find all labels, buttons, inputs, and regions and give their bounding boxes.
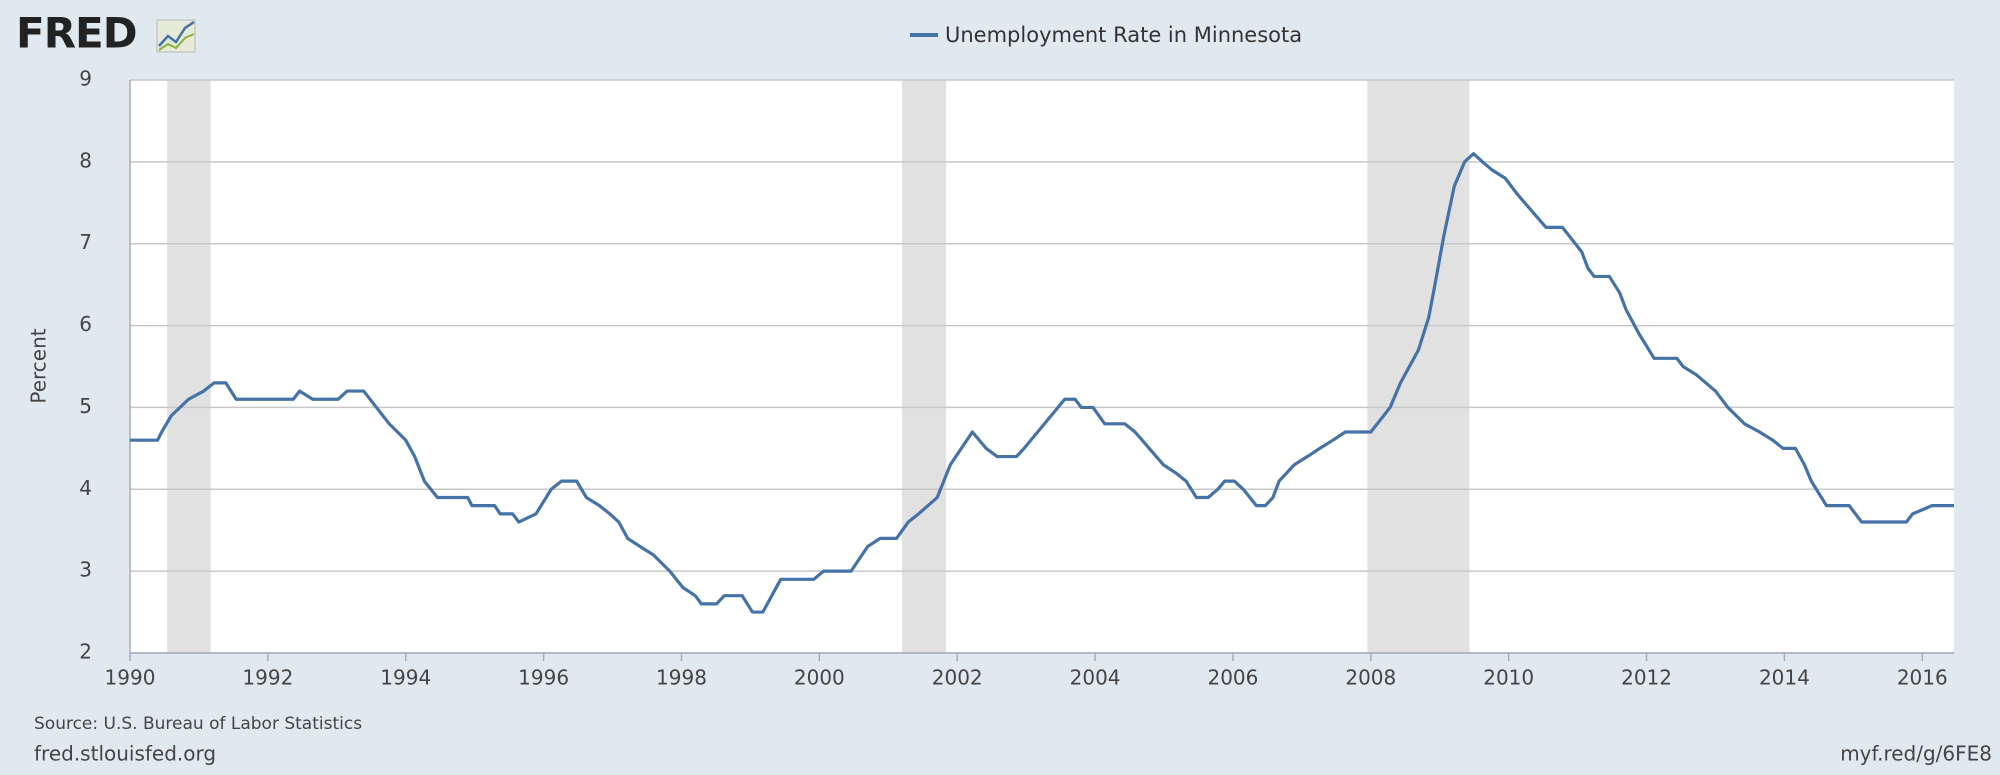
x-tick-label: 2002: [932, 666, 983, 690]
y-tick-label: 2: [79, 640, 92, 664]
x-tick-label: 2006: [1207, 666, 1258, 690]
y-tick-label: 4: [79, 476, 92, 500]
y-tick-label: 5: [79, 394, 92, 418]
site: fred.stlouisfed.org: [34, 742, 216, 766]
x-tick-label: 1994: [380, 666, 431, 690]
plot-area: [130, 80, 1954, 653]
recession-band: [1367, 80, 1470, 653]
y-axis-label: Percent: [27, 328, 51, 403]
logo: FRED: [16, 9, 137, 58]
x-tick-label: 2012: [1621, 666, 1672, 690]
plot-layer: [129, 79, 1954, 661]
x-tick-label: 2010: [1483, 666, 1534, 690]
x-tick-label: 1996: [518, 666, 569, 690]
y-tick-label: 3: [79, 558, 92, 582]
x-tick-label: 1992: [242, 666, 293, 690]
x-tick-label: 2008: [1345, 666, 1396, 690]
legend-label: Unemployment Rate in Minnesota: [945, 23, 1302, 47]
y-tick-label: 8: [79, 148, 92, 172]
recession-band: [167, 80, 211, 653]
x-tick-label: 2000: [794, 666, 845, 690]
y-tick-label: 6: [79, 312, 92, 336]
y-tick-label: 7: [79, 230, 92, 254]
source: Source: U.S. Bureau of Labor Statistics: [34, 714, 362, 734]
x-tick-label: 1990: [105, 666, 156, 690]
recession-band: [902, 80, 947, 653]
x-tick-label: 2016: [1897, 666, 1948, 690]
series-line: [130, 152, 1954, 614]
x-tick-label: 1998: [656, 666, 707, 690]
x-tick-label: 2014: [1759, 666, 1810, 690]
short-link: myf.red/g/6FE8: [1840, 742, 1992, 766]
y-tick-label: 9: [79, 67, 92, 91]
x-tick-label: 2004: [1070, 666, 1121, 690]
logo-icon: [156, 19, 196, 53]
